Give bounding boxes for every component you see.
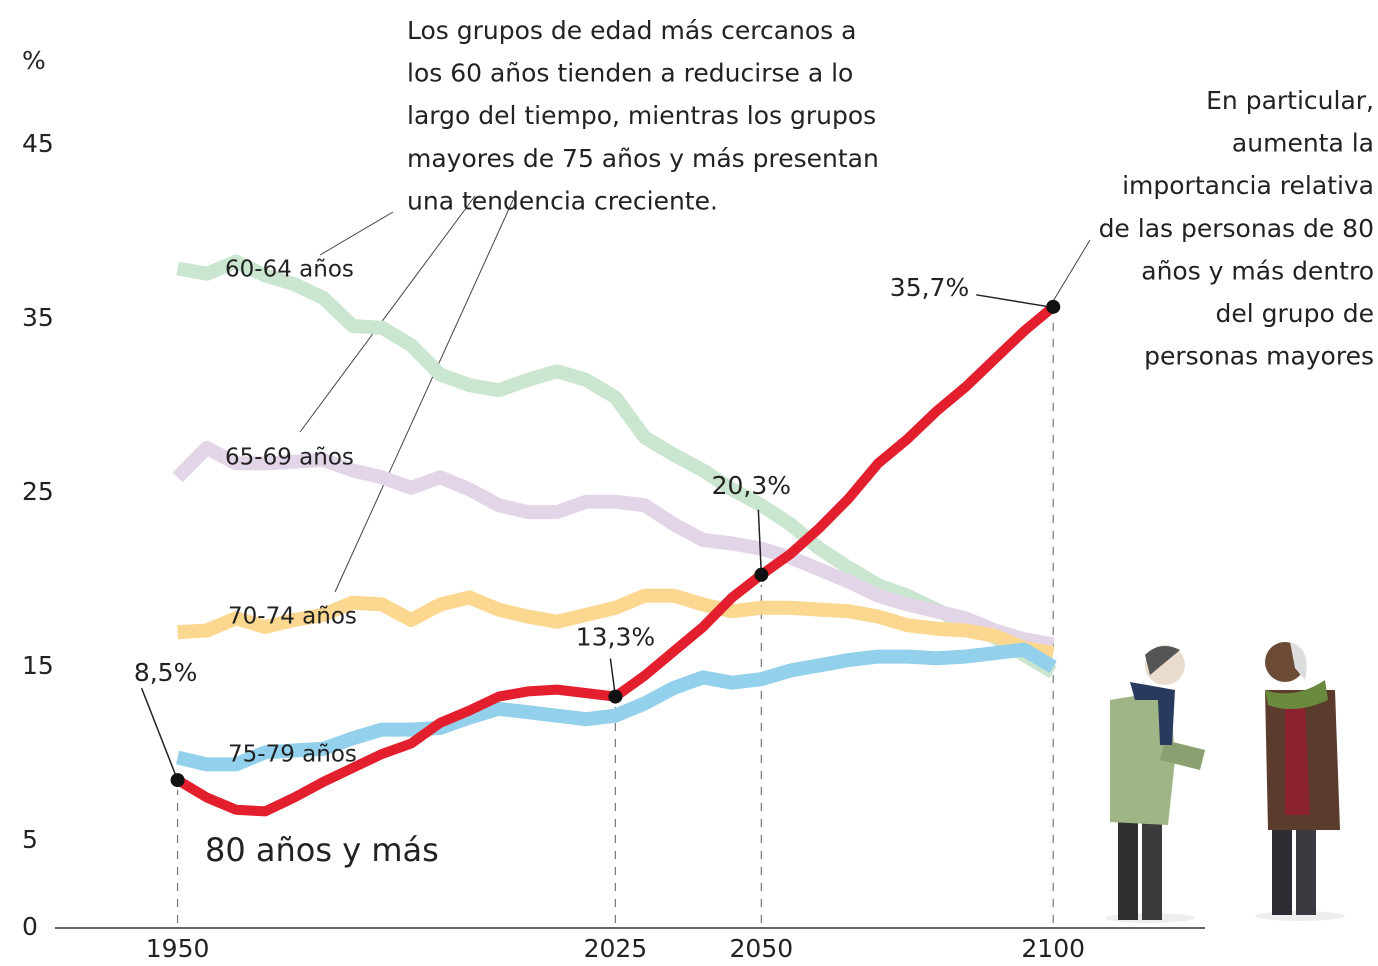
value-label: 8,5% — [134, 658, 198, 687]
series-label: 60-64 años — [225, 257, 354, 283]
annotation-text: En particular, — [1206, 86, 1374, 115]
annotation-text: una tendencia creciente. — [407, 186, 718, 215]
y-tick-label: 35 — [22, 303, 54, 332]
leader-line — [1052, 240, 1090, 303]
y-unit-label: % — [22, 46, 46, 75]
x-tick-label: 2050 — [730, 934, 794, 963]
value-label: 13,3% — [576, 623, 655, 652]
annotation-text: del grupo de — [1216, 299, 1375, 328]
data-point — [1046, 300, 1060, 314]
x-tick-label: 2025 — [584, 934, 648, 963]
value-label: 35,7% — [890, 273, 969, 302]
data-point — [608, 690, 622, 704]
series-line — [178, 307, 1054, 812]
annotation-text: largo del tiempo, mientras los grupos — [407, 101, 876, 130]
leader-line — [300, 196, 475, 432]
label-leader — [976, 295, 1049, 307]
y-tick-label: 45 — [22, 129, 54, 158]
annotation-text: años y más dentro — [1141, 256, 1374, 285]
series-label: 70-74 años — [228, 604, 357, 630]
annotation-text: importancia relativa — [1122, 171, 1374, 200]
annotation-text: mayores de 75 años y más presentan — [407, 144, 879, 173]
chart: % 0 5 15 25 35 45 1950 2025 2050 2100 Los grupos d… — [0, 0, 1378, 966]
illustration — [1105, 642, 1345, 923]
annotation-text: los 60 años tienden a reducirse a lo — [407, 59, 853, 88]
series-label: 65-69 años — [225, 445, 354, 471]
y-tick-label: 0 — [22, 912, 38, 941]
y-tick-label: 25 — [22, 477, 54, 506]
label-leader — [142, 688, 178, 780]
annotation-text: de las personas de 80 — [1099, 214, 1374, 243]
leader-line — [320, 212, 393, 255]
leader-line — [335, 200, 513, 592]
value-label: 20,3% — [712, 471, 791, 500]
annotation-text: aumenta la — [1232, 129, 1374, 158]
x-tick-label: 1950 — [146, 934, 210, 963]
data-point — [754, 568, 768, 582]
series-label: 75-79 años — [228, 742, 357, 768]
annotation-text: Los grupos de edad más cercanos a — [407, 16, 856, 45]
series-label: 80 años y más — [205, 831, 439, 869]
x-tick-label: 2100 — [1021, 934, 1085, 963]
y-tick-label: 15 — [22, 651, 54, 680]
data-point — [171, 773, 185, 787]
y-tick-label: 5 — [22, 825, 38, 854]
annotation-text: personas mayores — [1144, 342, 1374, 371]
